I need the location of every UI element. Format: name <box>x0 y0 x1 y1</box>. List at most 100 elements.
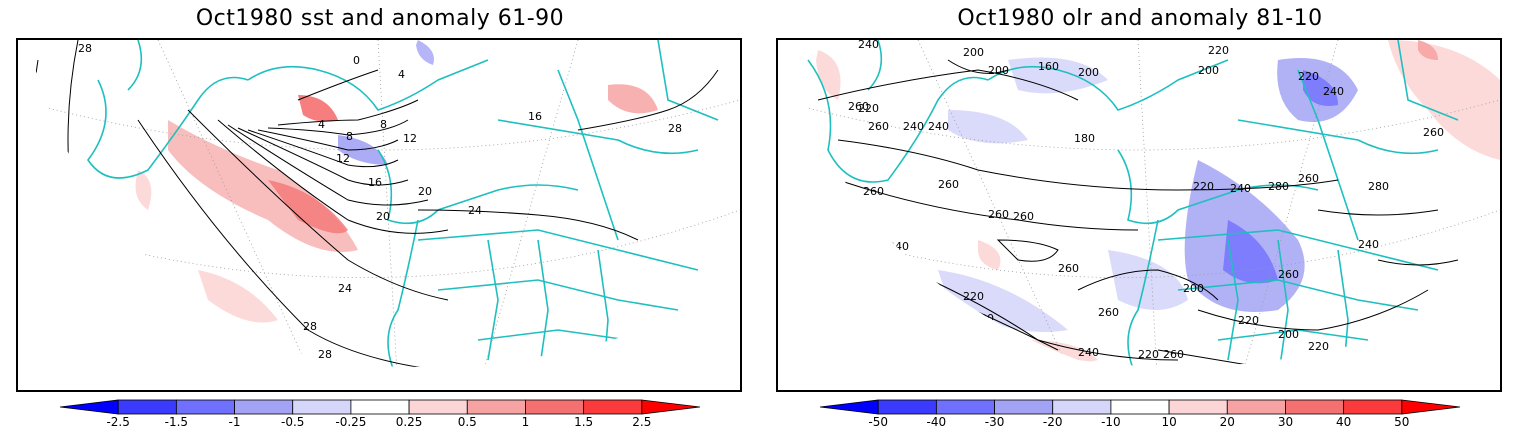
sst-colorbar-swatch <box>408 399 468 415</box>
olr-anomaly-cold <box>1108 250 1188 310</box>
olr-contour-label: 260 <box>1058 262 1079 275</box>
olr-contour-label: 260 <box>1098 306 1119 319</box>
sst-colorbar-tick-label: 1 <box>522 415 530 428</box>
sst-anomaly-warm <box>608 84 658 114</box>
olr-colorbar-tick-label: -40 <box>927 415 947 428</box>
sst-colorbar-swatch <box>292 399 352 415</box>
olr-anomaly-cold <box>1303 70 1338 106</box>
sst-contour-label: 24 <box>30 120 44 133</box>
sst-map: 28 24 0 4 4 8 8 12 12 16 16 20 20 24 24 … <box>16 38 742 392</box>
olr-map-canvas: 240 220 200 200 160 200 220 200 260 240 … <box>788 40 1500 383</box>
sst-contour-label: 28 <box>668 122 682 135</box>
sst-colorbar-tick-label: -1 <box>229 415 241 428</box>
olr-map: 240 220 200 200 160 200 220 200 260 240 … <box>776 38 1502 392</box>
sst-anomaly-warm <box>268 180 348 234</box>
olr-contour-label: 200 <box>1183 282 1204 295</box>
sst-anomaly-cold <box>338 135 388 165</box>
sst-panel: Oct1980 sst and anomaly 61-90 <box>16 6 742 428</box>
sst-contour-label: 0 <box>353 54 360 67</box>
olr-contour-label: 260 <box>988 208 1009 221</box>
olr-colorbar-swatch <box>1168 399 1228 415</box>
sst-colorbar-tick-label: 1.5 <box>574 415 593 428</box>
olr-colorbar-swatch <box>994 399 1054 415</box>
olr-contour-label: 220 <box>1308 340 1329 353</box>
sst-colorbar-tick-label: -0.25 <box>335 415 366 428</box>
sst-contour-label: 28 <box>78 42 92 55</box>
olr-anomaly-cold <box>938 270 1068 332</box>
olr-contour-label: 260 <box>863 185 884 198</box>
olr-contour-label: 280 <box>1368 180 1389 193</box>
sst-contour-label: 16 <box>528 110 542 123</box>
olr-contour-label: 200 <box>1278 328 1299 341</box>
sst-anomaly-warm <box>198 270 278 323</box>
sst-contour-label: 20 <box>418 185 432 198</box>
sst-map-canvas: 28 24 0 4 4 8 8 12 12 16 16 20 20 24 24 … <box>28 40 740 367</box>
sst-contour-label: 20 <box>376 210 390 223</box>
olr-colorbar: -50 -40 -30 -20 -10 10 20 30 40 50 <box>819 399 1461 428</box>
olr-panel-title: Oct1980 olr and anomaly 81-10 <box>957 6 1323 31</box>
sst-colorbar-swatch <box>583 399 643 415</box>
olr-colorbar-swatch <box>819 399 879 415</box>
olr-colorbar-tick-label: 20 <box>1220 415 1235 428</box>
olr-colorbar-tick-label: 40 <box>1336 415 1351 428</box>
olr-contour-label: 260 <box>798 130 819 143</box>
olr-contour-label: 240 <box>858 40 879 51</box>
olr-contour-label: 200 <box>808 178 829 191</box>
olr-contour-label: 220 <box>843 242 864 255</box>
olr-contour-label: 160 <box>1038 60 1059 73</box>
sst-anomaly-cold <box>416 40 434 65</box>
olr-contour-label: 220 <box>1193 180 1214 193</box>
sst-contour-label: 12 <box>336 152 350 165</box>
olr-contour-label: 220 <box>1138 348 1159 361</box>
sst-anomaly-warm <box>135 170 152 210</box>
olr-colorbar-tick-label: -30 <box>985 415 1005 428</box>
sst-contour-label: 28 <box>318 348 332 361</box>
olr-contour-label: 260 <box>1103 370 1124 383</box>
sst-colorbar: -2.5 -1.5 -1 -0.5 -0.25 0.25 0.5 1 1.5 2.5 <box>59 399 701 428</box>
sst-contour-label: 24 <box>338 282 352 295</box>
sst-colorbar-tick-label: -2.5 <box>106 415 129 428</box>
olr-contour-label: 260 <box>1163 348 1184 361</box>
olr-contour-label: 260 <box>938 178 959 191</box>
olr-contour-label: 260 <box>793 165 814 178</box>
olr-colorbar-tick-label: -10 <box>1101 415 1121 428</box>
sst-contour-label: 12 <box>403 132 417 145</box>
sst-colorbar-swatch <box>234 399 294 415</box>
sst-anomaly-warm <box>298 95 338 122</box>
olr-contour-label: 220 <box>1208 44 1229 57</box>
olr-anomaly-warm <box>816 50 841 100</box>
olr-contour-label: 220 <box>1238 314 1259 327</box>
sst-panel-title: Oct1980 sst and anomaly 61-90 <box>195 6 565 31</box>
sst-colorbar-tick-label: 2.5 <box>632 415 651 428</box>
sst-colorbar-swatch <box>59 399 119 415</box>
olr-contour-label: 280 <box>1268 180 1289 193</box>
olr-colorbar-tick-label: -50 <box>868 415 888 428</box>
olr-contour-label: 220 <box>858 102 879 115</box>
olr-contour-label: 260 <box>848 100 869 113</box>
olr-colorbar-swatch <box>1285 399 1345 415</box>
sst-contour-label: 28 <box>303 320 317 333</box>
olr-colorbar-tick-label: 50 <box>1394 415 1409 428</box>
olr-colorbar-swatch <box>1110 399 1170 415</box>
olr-colorbar-swatch <box>877 399 937 415</box>
olr-colorbar-tick-label: 10 <box>1161 415 1176 428</box>
sst-colorbar-tick-label: 0.25 <box>396 415 423 428</box>
sst-contour-label: 8 <box>346 130 353 143</box>
olr-contour-label: 200 <box>973 312 994 325</box>
sst-colorbar-tick-label: -0.5 <box>281 415 304 428</box>
olr-contour-label: 240 <box>1323 85 1344 98</box>
olr-anomaly-warm <box>1418 40 1438 60</box>
olr-contour-label: 220 <box>1298 70 1319 83</box>
olr-colorbar-swatch <box>1052 399 1112 415</box>
olr-contour-label: 260 <box>1278 268 1299 281</box>
sst-colorbar-tick-label: -1.5 <box>165 415 188 428</box>
sst-colorbar-swatch <box>525 399 585 415</box>
sst-colorbar-swatch <box>641 399 701 415</box>
sst-colorbar-swatch <box>350 399 410 415</box>
olr-contour-label: 260 <box>1013 210 1034 223</box>
olr-contour-label: 260 <box>1423 126 1444 139</box>
olr-anomaly-cold <box>948 110 1028 144</box>
sst-colorbar-swatch <box>175 399 235 415</box>
sst-anomaly-cold <box>308 366 358 367</box>
olr-colorbar-swatch <box>935 399 995 415</box>
